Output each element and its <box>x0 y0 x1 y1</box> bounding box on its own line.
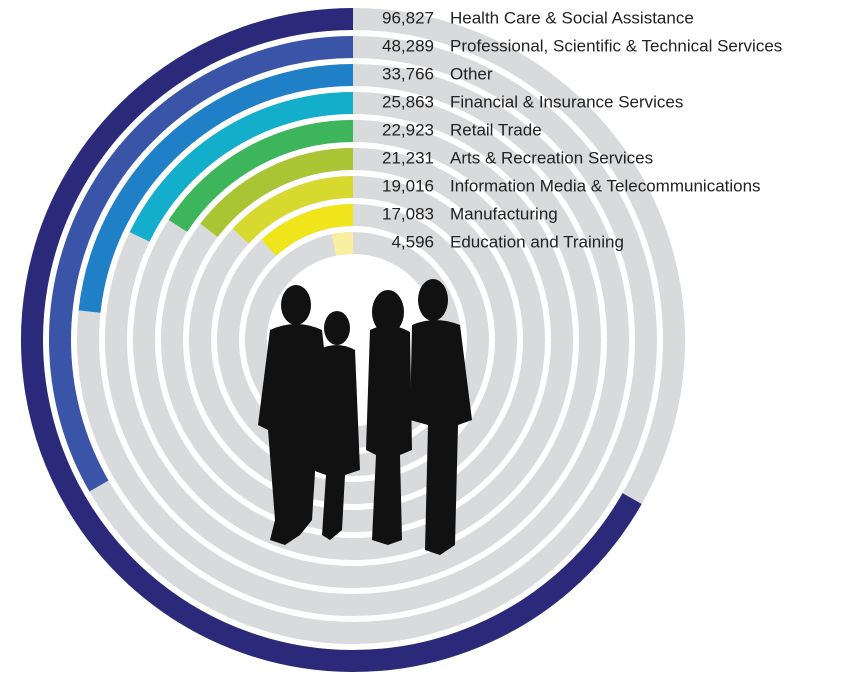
category-label: Professional, Scientific & Technical Ser… <box>450 36 782 55</box>
value-label: 17,083 <box>382 204 434 223</box>
category-label: Education and Training <box>450 232 624 251</box>
category-label: Health Care & Social Assistance <box>450 8 694 27</box>
bar <box>78 64 354 313</box>
category-label: Information Media & Telecommunications <box>450 176 761 195</box>
value-label: 25,863 <box>382 92 434 111</box>
category-label: Other <box>450 64 493 83</box>
value-label: 21,231 <box>382 148 434 167</box>
value-label: 33,766 <box>382 64 434 83</box>
bar <box>261 204 354 257</box>
category-label: Arts & Recreation Services <box>450 148 653 167</box>
bar <box>331 232 354 256</box>
bar <box>49 36 354 492</box>
bar <box>21 8 642 672</box>
category-label: Financial & Insurance Services <box>450 92 683 111</box>
labels: 96,827 Health Care & Social Assistance 48,… <box>382 8 782 251</box>
category-label: Manufacturing <box>450 204 558 223</box>
category-label: Retail Trade <box>450 120 542 139</box>
value-label: 48,289 <box>382 36 434 55</box>
value-label: 19,016 <box>382 176 434 195</box>
bar <box>232 176 354 244</box>
bar <box>200 148 354 238</box>
bar <box>168 120 354 232</box>
value-label: 22,923 <box>382 120 434 139</box>
people-silhouette <box>258 279 472 555</box>
value-label: 4,596 <box>391 232 434 251</box>
bars <box>21 8 642 672</box>
bar <box>129 92 354 242</box>
value-label: 96,827 <box>382 8 434 27</box>
